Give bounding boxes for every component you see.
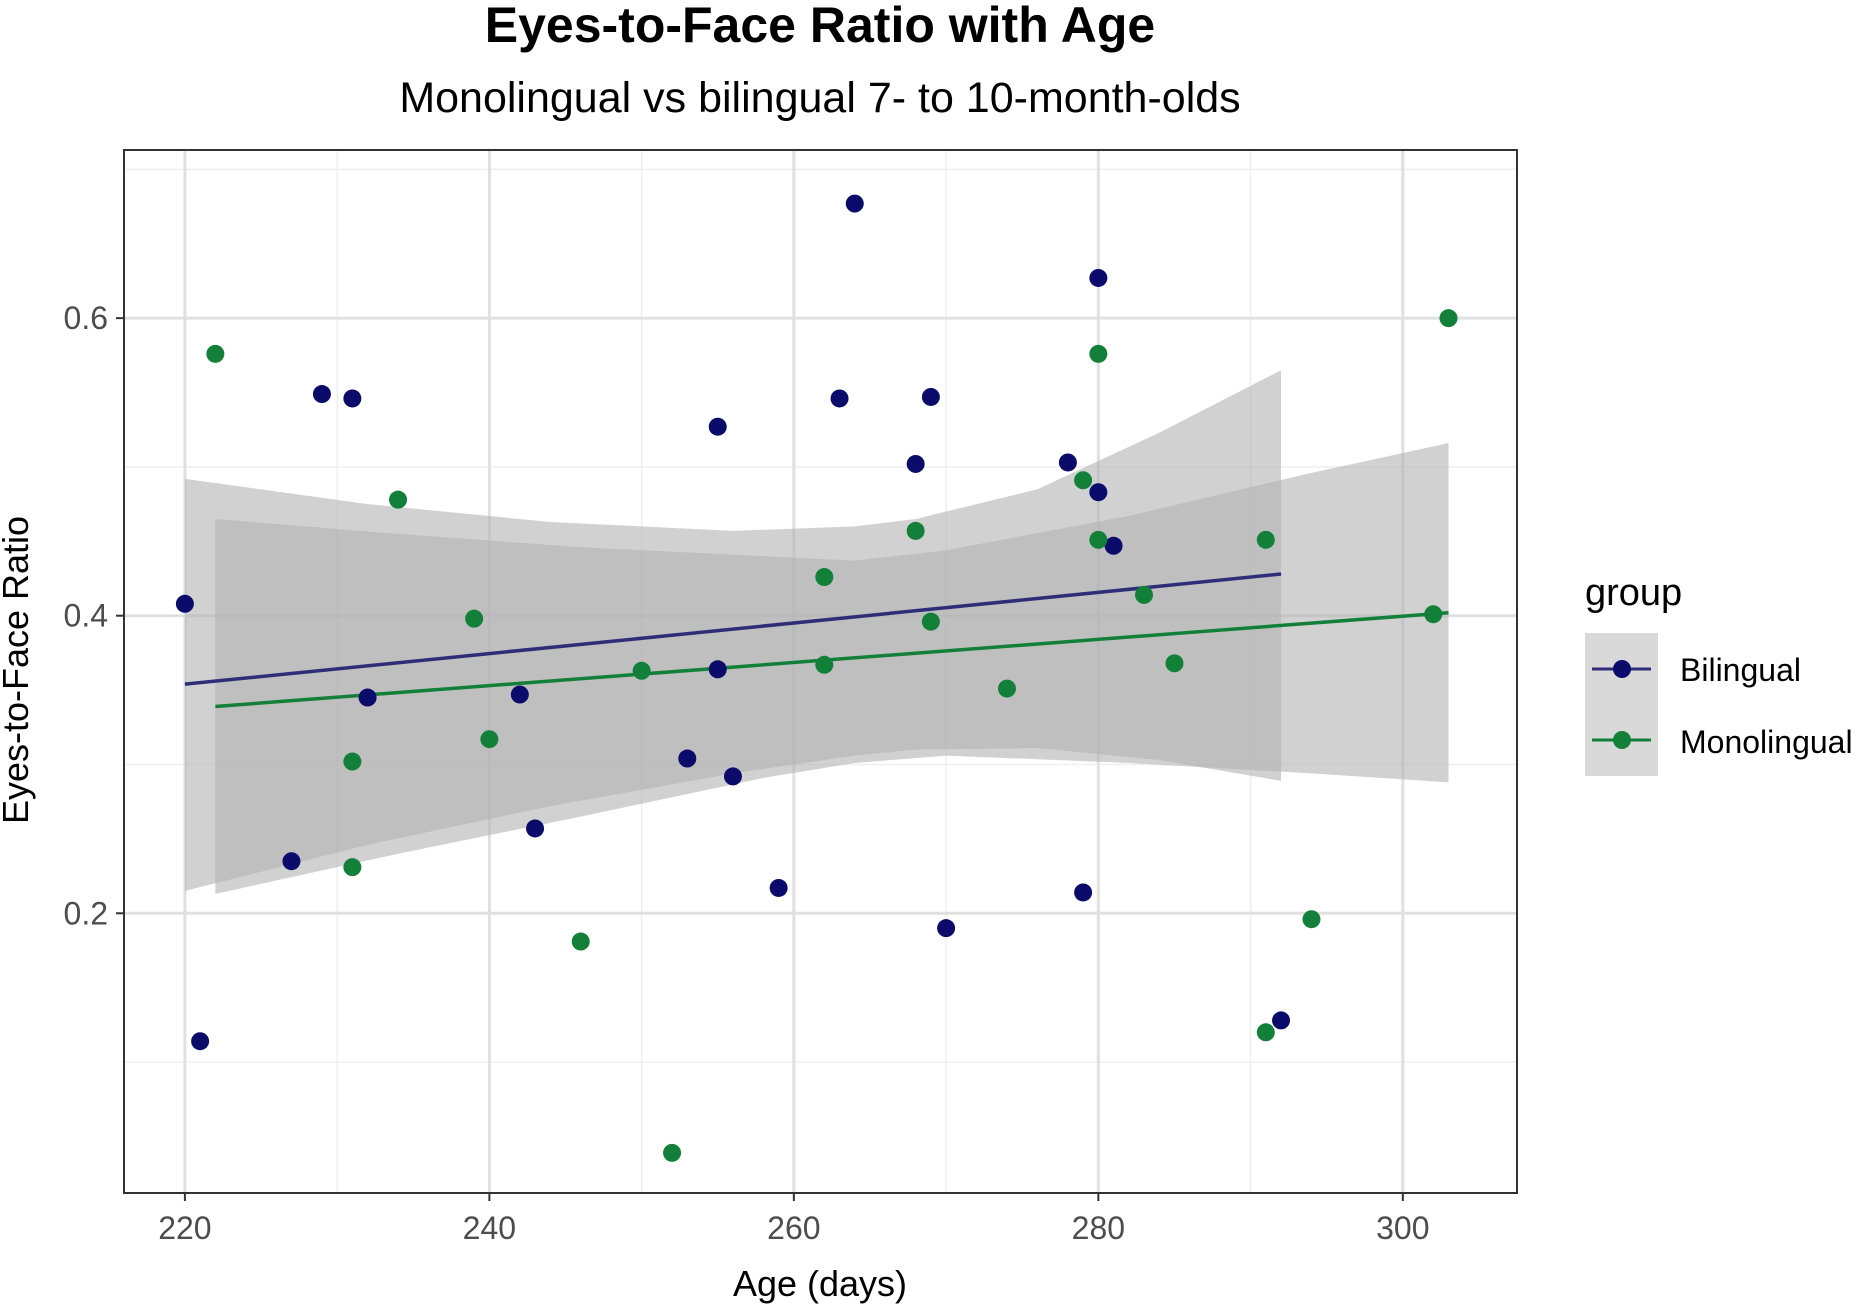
data-point-monolingual [1165, 654, 1184, 673]
data-point-monolingual [815, 568, 834, 587]
data-point-monolingual [1256, 530, 1275, 549]
data-point-monolingual [815, 655, 834, 674]
data-point-bilingual [1104, 536, 1123, 555]
data-point-bilingual [906, 454, 925, 473]
legend-title: group [1585, 572, 1682, 614]
data-point-bilingual [769, 878, 788, 897]
data-point-monolingual [1439, 309, 1458, 328]
data-point-monolingual [1424, 605, 1443, 624]
data-point-bilingual [191, 1032, 210, 1051]
data-point-bilingual [1074, 883, 1093, 902]
chart-title: Eyes-to-Face Ratio with Age [485, 0, 1155, 53]
data-points [175, 194, 1458, 1162]
data-point-monolingual [997, 679, 1016, 698]
axis-ticks: 220 240 260 280 300 0.2 0.4 0.6 [64, 300, 1430, 1246]
data-point-monolingual [1089, 530, 1108, 549]
data-point-bilingual [1089, 268, 1108, 287]
data-point-monolingual [1256, 1023, 1275, 1042]
data-point-monolingual [465, 609, 484, 628]
legend-dot-monolingual [1613, 731, 1631, 749]
data-point-bilingual [526, 819, 545, 838]
legend: group Bilingual Monolingual [1585, 572, 1853, 776]
x-tick-label: 260 [767, 1210, 820, 1246]
x-axis-title: Age (days) [733, 1263, 907, 1304]
data-point-monolingual [343, 752, 362, 771]
fit-lines [184, 572, 1449, 709]
data-point-monolingual [1074, 471, 1093, 490]
data-point-monolingual [921, 612, 940, 631]
data-point-bilingual [282, 852, 301, 871]
data-point-bilingual [1272, 1011, 1291, 1030]
y-tick-label: 0.6 [64, 300, 108, 336]
data-point-monolingual [663, 1143, 682, 1162]
legend-label-monolingual: Monolingual [1680, 724, 1853, 760]
legend-label-bilingual: Bilingual [1680, 652, 1801, 688]
fit-line-monolingual [215, 610, 1449, 709]
data-point-monolingual [571, 932, 590, 951]
data-point-monolingual [1135, 585, 1154, 604]
data-point-bilingual [312, 385, 331, 404]
legend-dot-bilingual [1613, 660, 1631, 678]
data-point-bilingual [708, 660, 727, 679]
data-point-monolingual [480, 730, 499, 749]
data-point-bilingual [830, 389, 849, 408]
data-point-monolingual [906, 521, 925, 540]
x-tick-label: 300 [1376, 1210, 1429, 1246]
x-tick-label: 280 [1072, 1210, 1125, 1246]
data-point-monolingual [632, 661, 651, 680]
chart-subtitle: Monolingual vs bilingual 7- to 10-month-… [399, 74, 1240, 122]
data-point-bilingual [723, 767, 742, 786]
data-point-bilingual [845, 194, 864, 213]
data-point-bilingual [678, 749, 697, 768]
data-point-bilingual [1089, 483, 1108, 502]
data-point-bilingual [708, 417, 727, 436]
y-tick-label: 0.2 [64, 895, 108, 931]
x-tick-label: 220 [158, 1210, 211, 1246]
y-tick-label: 0.4 [64, 598, 108, 634]
data-point-monolingual [1089, 344, 1108, 363]
data-point-bilingual [343, 389, 362, 408]
data-point-bilingual [921, 387, 940, 406]
data-point-bilingual [937, 919, 956, 938]
data-point-bilingual [175, 594, 194, 613]
y-axis-title: Eyes-to-Face Ratio [0, 516, 36, 824]
data-point-monolingual [1302, 910, 1321, 929]
data-point-monolingual [206, 344, 225, 363]
fit-line-bilingual [184, 572, 1282, 686]
x-tick-label: 240 [463, 1210, 516, 1246]
data-point-monolingual [389, 490, 408, 509]
data-point-bilingual [358, 688, 377, 707]
data-point-bilingual [510, 685, 529, 704]
data-point-bilingual [1058, 453, 1077, 472]
plot-panel-border [123, 149, 1518, 1194]
data-point-monolingual [343, 858, 362, 877]
